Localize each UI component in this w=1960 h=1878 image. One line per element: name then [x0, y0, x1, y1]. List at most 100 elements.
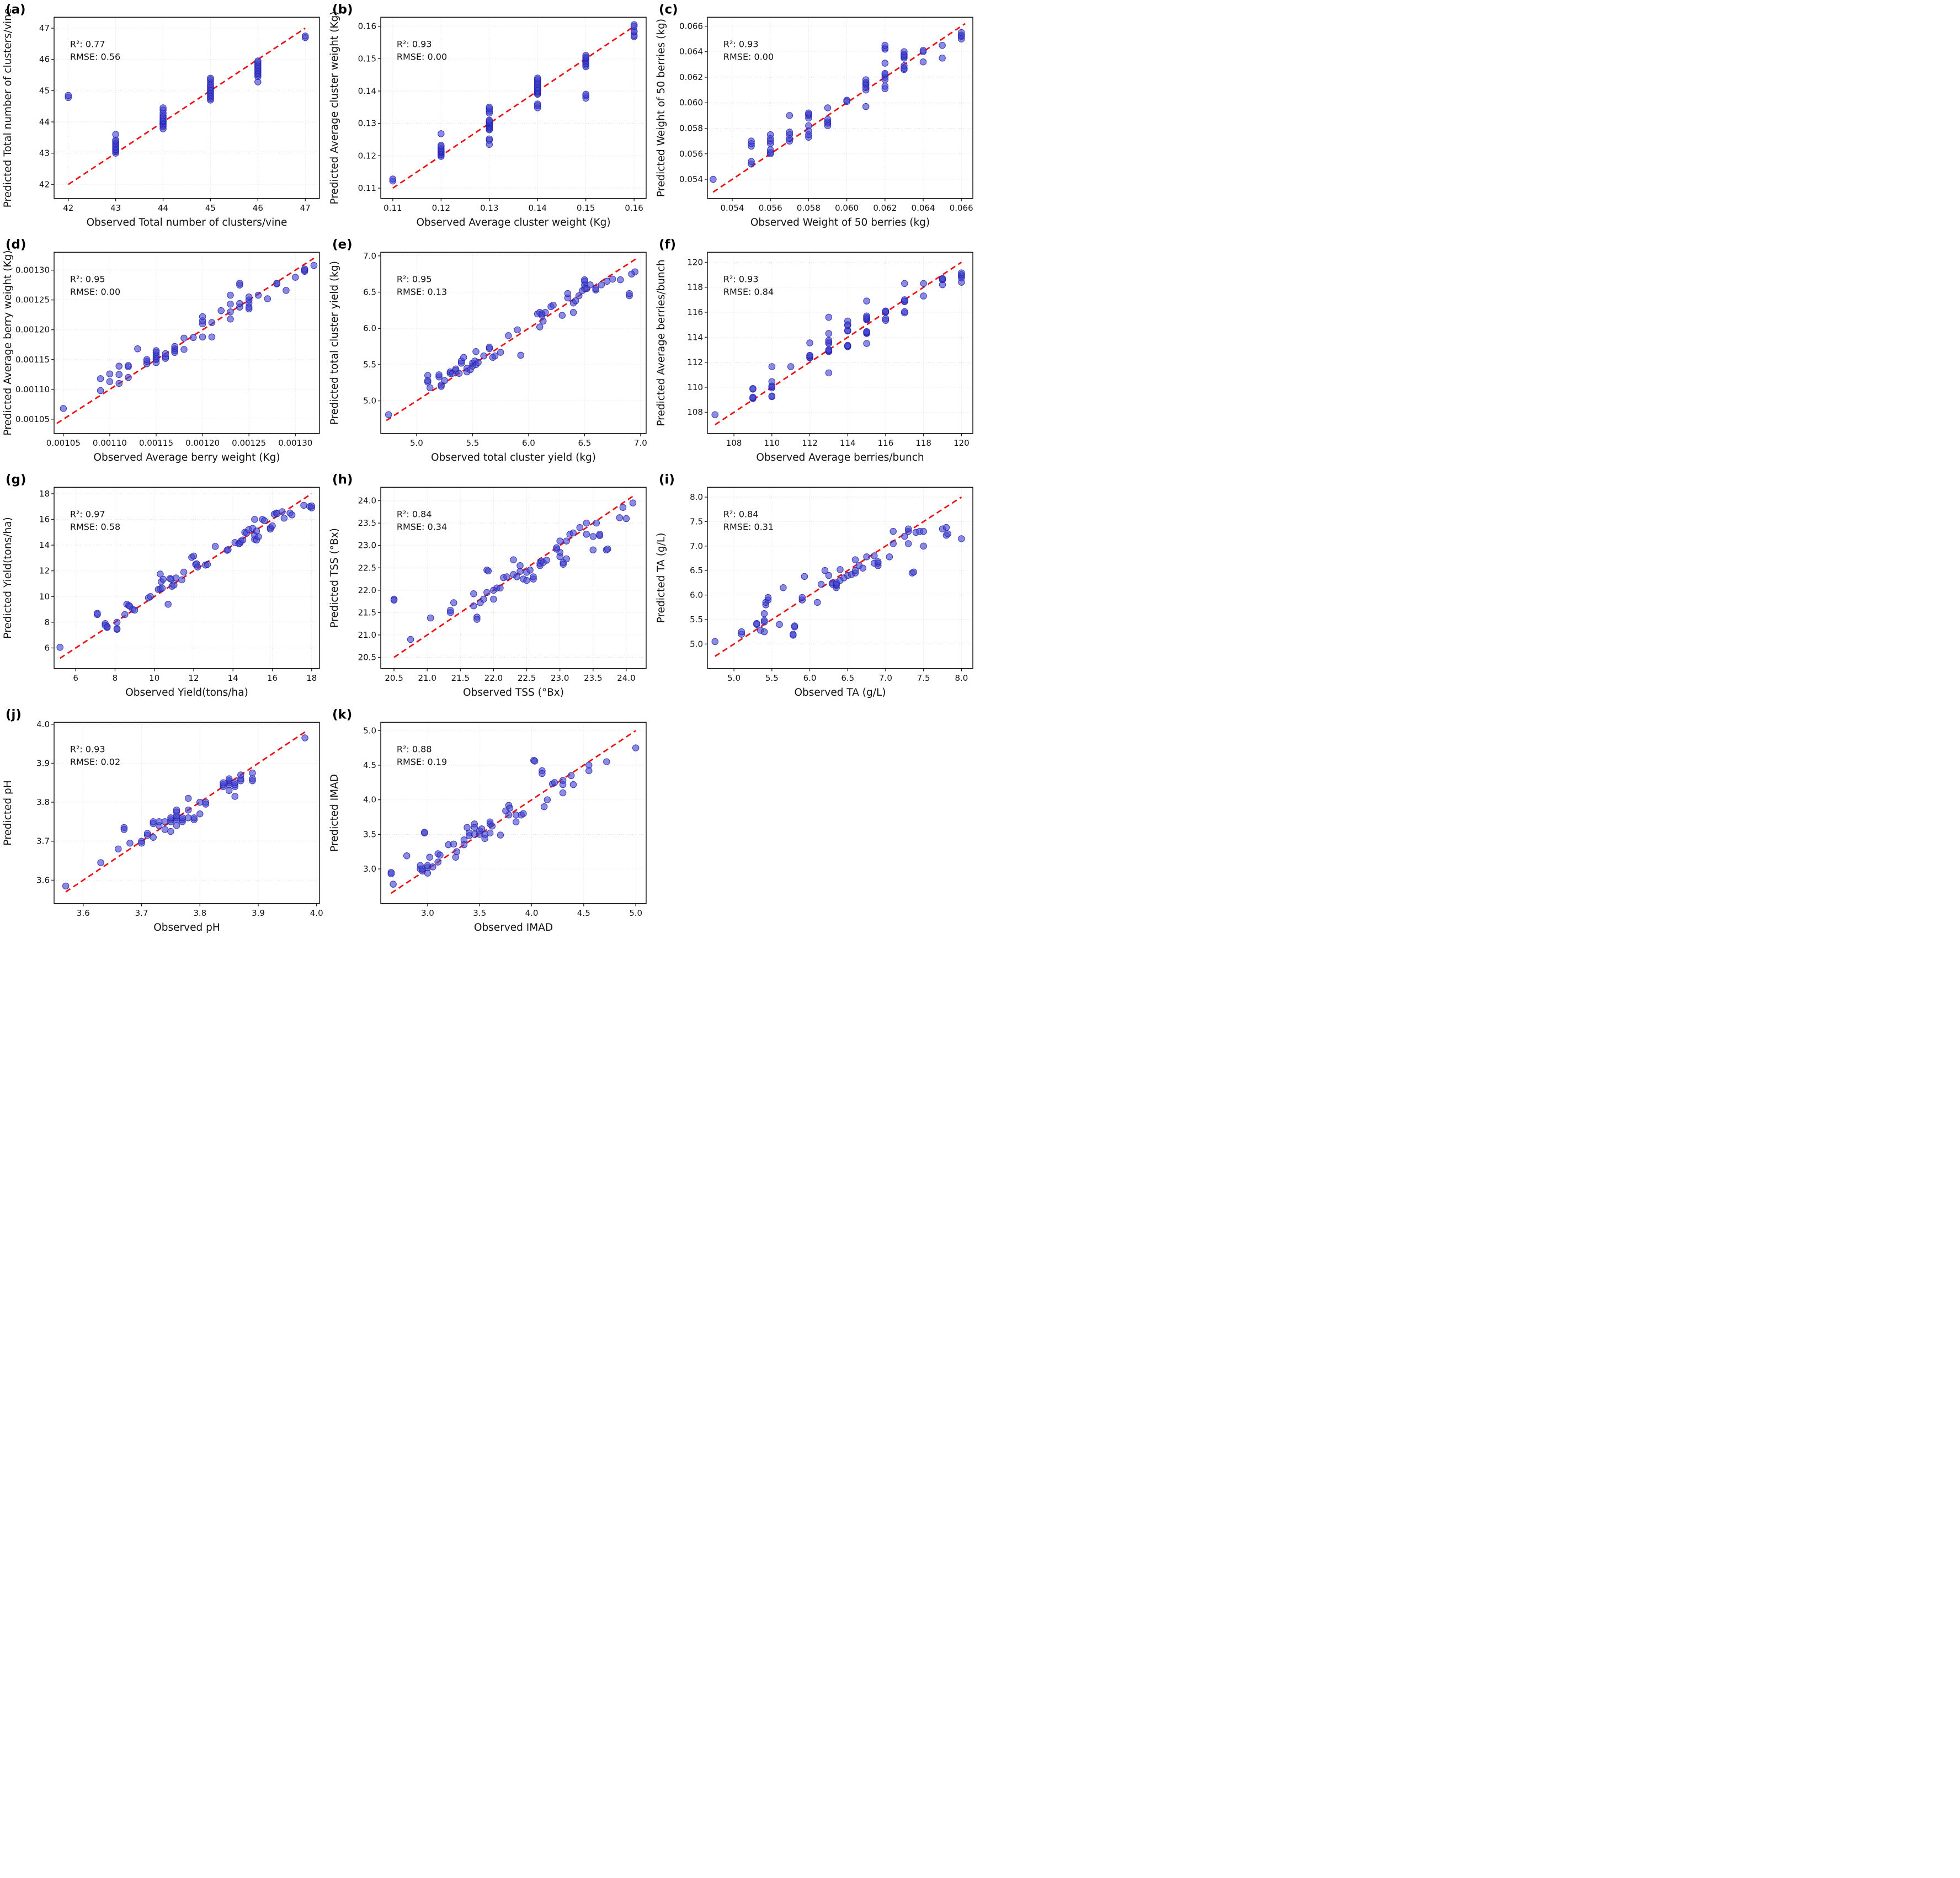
data-point — [540, 803, 548, 810]
y-tick-label: 8.0 — [690, 492, 703, 502]
panel-letter: (a) — [6, 2, 26, 17]
x-tick-label: 7.0 — [879, 673, 892, 683]
data-point — [791, 622, 798, 629]
data-point — [179, 814, 186, 821]
x-tick-label: 0.00120 — [185, 438, 220, 448]
data-point — [94, 610, 101, 617]
x-tick-label: 116 — [878, 438, 894, 448]
data-point — [863, 328, 870, 335]
data-point — [204, 561, 211, 568]
r2-annotation: R²: 0.77 — [70, 39, 105, 49]
data-point — [190, 814, 198, 821]
identity-line — [65, 729, 308, 893]
data-point — [592, 285, 599, 292]
x-tick-label: 0.058 — [797, 203, 821, 213]
data-point — [497, 349, 504, 356]
x-axis-label: Observed Total number of clusters/vine — [87, 217, 287, 228]
data-point — [559, 789, 567, 797]
axes-box — [707, 252, 973, 434]
x-tick-label: 0.066 — [950, 203, 973, 213]
y-tick-label: 0.00125 — [15, 295, 50, 305]
x-axis-label: Observed Yield(tons/ha) — [125, 687, 248, 698]
y-tick-label: 24.0 — [358, 496, 376, 506]
data-point — [486, 116, 493, 124]
data-point — [115, 371, 122, 378]
x-tick-label: 3.6 — [77, 908, 90, 918]
data-point — [208, 319, 216, 327]
data-point — [264, 295, 271, 302]
panel-letter: (e) — [332, 237, 353, 252]
x-tick-label: 0.12 — [432, 203, 450, 213]
r2-annotation: R²: 0.88 — [397, 744, 432, 754]
y-tick-label: 10 — [39, 591, 50, 601]
data-point — [569, 781, 577, 788]
data-point — [427, 614, 434, 622]
data-point — [484, 567, 492, 575]
data-point — [194, 563, 201, 570]
data-point — [427, 384, 434, 392]
data-point — [766, 146, 774, 154]
y-tick-label: 22.5 — [358, 563, 376, 573]
panel-c: 0.054 0.056 0.058 0.060 0.062 0.064 0.066 0.054… — [653, 0, 980, 235]
data-point — [180, 334, 188, 342]
y-axis-label: Predicted pH — [2, 780, 14, 845]
data-point — [475, 359, 482, 366]
data-point — [753, 620, 760, 627]
rmse-annotation: RMSE: 0.84 — [723, 286, 774, 297]
data-point — [939, 55, 946, 62]
x-tick-label: 0.060 — [835, 203, 859, 213]
data-point — [901, 62, 908, 70]
data-point — [534, 100, 541, 108]
y-tick-label: 6.5 — [363, 287, 376, 297]
data-point — [438, 142, 445, 149]
x-tick-label: 3.0 — [421, 908, 434, 918]
data-point — [768, 363, 776, 370]
data-point — [300, 501, 307, 509]
panel-background — [327, 235, 653, 470]
data-point — [407, 636, 414, 643]
rmse-annotation: RMSE: 0.58 — [70, 521, 120, 532]
data-point — [389, 175, 397, 183]
y-tick-label: 0.064 — [679, 47, 703, 57]
data-point — [249, 769, 256, 777]
data-point — [227, 316, 234, 323]
data-point — [805, 122, 812, 130]
data-point — [158, 584, 166, 592]
data-point — [581, 276, 588, 284]
data-point — [589, 533, 597, 540]
data-point — [806, 351, 813, 359]
data-point — [768, 392, 776, 400]
y-tick-label: 14 — [39, 540, 50, 550]
data-point — [172, 574, 180, 581]
data-point — [886, 553, 893, 561]
data-point — [184, 806, 192, 814]
x-tick-label: 0.13 — [480, 203, 498, 213]
y-tick-label: 21.5 — [358, 607, 376, 617]
data-point — [531, 757, 539, 765]
data-point — [503, 573, 510, 580]
data-point — [486, 344, 493, 351]
identity-line — [68, 27, 306, 185]
data-point — [748, 137, 755, 145]
data-point — [164, 601, 172, 608]
data-point — [517, 351, 524, 359]
data-point — [478, 825, 486, 833]
data-point — [585, 767, 593, 775]
y-tick-label: 0.12 — [358, 151, 376, 161]
x-tick-label: 18 — [306, 673, 317, 683]
data-point — [486, 135, 493, 143]
y-tick-label: 44 — [39, 117, 50, 127]
data-point — [871, 552, 878, 559]
x-tick-label: 0.054 — [721, 203, 744, 213]
data-point — [556, 548, 563, 556]
y-tick-label: 0.16 — [358, 22, 376, 31]
data-point — [536, 323, 544, 330]
x-tick-label: 0.064 — [912, 203, 935, 213]
data-point — [920, 292, 927, 300]
y-axis-label: Predicted total cluster yield (kg) — [329, 261, 340, 425]
data-point — [131, 606, 139, 613]
data-point — [126, 840, 134, 847]
y-tick-label: 112 — [687, 358, 703, 367]
x-tick-label: 42 — [63, 203, 73, 213]
scatter-plot-k: 3.0 3.5 4.0 4.5 5.0 3.0 3.5 4.0 4.5 5.0 Observed I… — [327, 705, 653, 940]
